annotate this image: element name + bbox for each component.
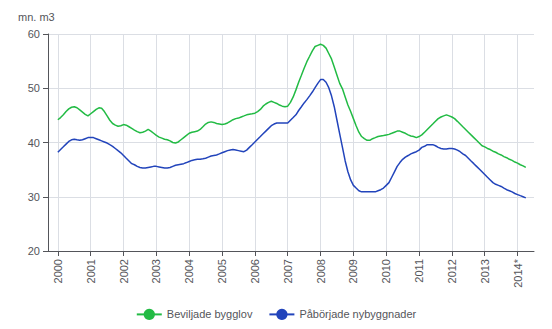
svg-text:2006: 2006 [249,259,261,283]
svg-text:2005: 2005 [216,259,228,283]
svg-text:2001: 2001 [85,259,97,283]
svg-text:50: 50 [28,82,40,94]
svg-text:2011: 2011 [413,259,425,283]
svg-text:2013: 2013 [479,259,491,283]
svg-text:2012: 2012 [446,259,458,283]
svg-text:Påbörjade nybyggnader: Påbörjade nybyggnader [299,308,416,320]
svg-text:2004: 2004 [183,259,195,283]
svg-text:40: 40 [28,137,40,149]
svg-text:20: 20 [28,245,40,257]
svg-text:2000: 2000 [52,259,64,283]
svg-text:2007: 2007 [282,259,294,283]
svg-text:2002: 2002 [118,259,130,283]
svg-text:60: 60 [28,28,40,40]
svg-text:2009: 2009 [347,259,359,283]
svg-text:2003: 2003 [150,259,162,283]
svg-text:2014*: 2014* [512,258,524,287]
svg-text:mn. m3: mn. m3 [18,11,55,23]
svg-text:Beviljade bygglov: Beviljade bygglov [167,308,253,320]
svg-text:2010: 2010 [380,259,392,283]
svg-text:2008: 2008 [315,259,327,283]
svg-text:30: 30 [28,191,40,203]
